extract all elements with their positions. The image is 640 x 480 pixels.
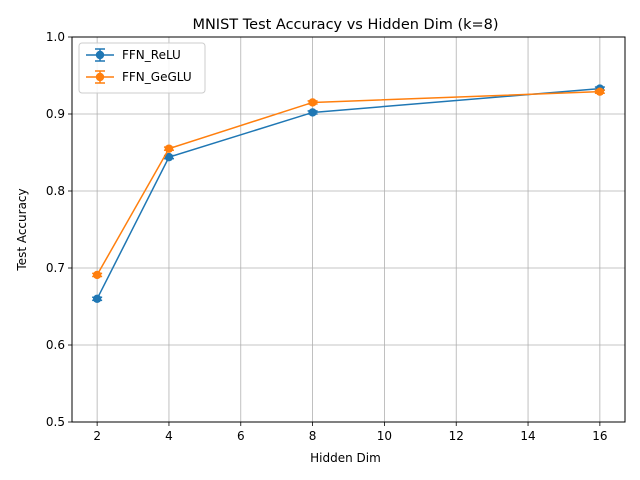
- y-tick-label: 0.9: [46, 107, 65, 121]
- legend-marker: [95, 50, 105, 60]
- data-point: [595, 87, 605, 96]
- data-point: [164, 144, 174, 153]
- y-tick-label: 0.6: [46, 338, 65, 352]
- data-point: [92, 294, 102, 303]
- x-axis-label: Hidden Dim: [310, 451, 381, 465]
- chart-title: MNIST Test Accuracy vs Hidden Dim (k=8): [192, 17, 498, 33]
- data-point: [164, 152, 174, 162]
- legend-label: FFN_GeGLU: [122, 70, 192, 84]
- legend-item: FFN_GeGLU: [86, 70, 192, 84]
- plot-frame: [71, 36, 626, 423]
- x-tick-label: 14: [520, 429, 535, 443]
- x-tick-label: 4: [165, 429, 173, 443]
- y-tick-label: 0.8: [46, 184, 65, 198]
- x-tick-label: 6: [237, 429, 245, 443]
- series-FFN_GeGLU: [92, 87, 605, 280]
- x-tick-label: 12: [449, 429, 464, 443]
- data-point: [92, 270, 102, 280]
- series-line: [96, 87, 600, 300]
- x-tick-label: 8: [309, 429, 317, 443]
- y-tick-label: 1.0: [46, 30, 65, 44]
- series-line: [96, 90, 600, 276]
- legend-label: FFN_ReLU: [122, 48, 181, 62]
- x-ticks: 2 4 6 8 10 12 14 16: [93, 422, 608, 443]
- y-tick-label: 0.5: [46, 415, 65, 429]
- x-tick-label: 2: [93, 429, 101, 443]
- y-ticks: 0.5 0.6 0.7 0.8 0.9 1.0: [46, 30, 72, 429]
- grid: [72, 36, 625, 423]
- legend-item: FFN_ReLU: [86, 48, 181, 62]
- data-point: [308, 108, 317, 117]
- series-layer: [92, 84, 605, 303]
- legend-marker: [95, 72, 105, 82]
- legend: FFN_ReLU FFN_GeGLU: [78, 42, 206, 94]
- data-point: [308, 98, 317, 107]
- x-tick-label: 10: [377, 429, 392, 443]
- y-tick-label: 0.7: [46, 261, 65, 275]
- x-tick-label: 16: [592, 429, 607, 443]
- y-axis-label: Test Accuracy: [15, 188, 29, 271]
